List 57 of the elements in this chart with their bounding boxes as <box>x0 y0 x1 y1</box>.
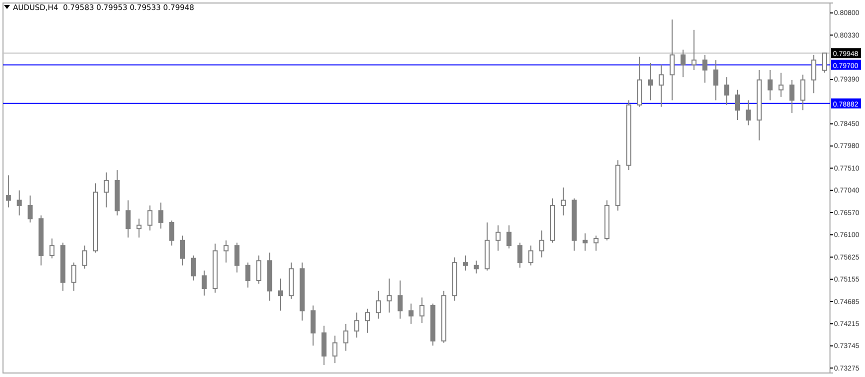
candlestick <box>202 270 207 296</box>
candlestick <box>724 76 730 106</box>
candlestick <box>126 200 131 238</box>
candlestick <box>822 52 828 74</box>
candlestick <box>811 54 816 94</box>
candlestick <box>158 202 164 230</box>
candlestick <box>386 278 392 314</box>
candlestick <box>582 232 588 252</box>
candlestick <box>365 308 370 334</box>
candlestick <box>528 245 534 266</box>
candlestick <box>256 254 262 284</box>
candlestick <box>234 242 240 273</box>
candlestick <box>322 325 327 366</box>
candlestick <box>398 280 403 320</box>
candlestick <box>6 174 11 208</box>
candlestick <box>278 278 283 312</box>
candlestick <box>648 62 653 101</box>
candlestick <box>28 195 33 223</box>
candlestick <box>16 190 22 216</box>
candlestick <box>506 224 512 249</box>
candlestick <box>104 172 109 208</box>
candlestick <box>735 89 740 121</box>
candlestick <box>376 290 381 320</box>
candlestick <box>539 230 544 258</box>
candlestick <box>245 262 250 288</box>
candlestick <box>496 224 501 252</box>
candlestick <box>691 29 696 71</box>
candlestick <box>713 60 718 101</box>
candlestick <box>768 70 773 101</box>
candlestick <box>136 218 142 238</box>
candlestick <box>332 335 338 364</box>
candlestick <box>71 262 76 292</box>
candlestick <box>354 312 360 338</box>
candlestick <box>517 242 522 268</box>
candlestick <box>169 220 174 246</box>
candlestick <box>408 303 414 324</box>
candlestick <box>702 54 708 84</box>
candlestick <box>474 260 479 274</box>
candlestick <box>180 235 186 266</box>
candlestick <box>462 254 468 272</box>
candlestick <box>789 79 794 114</box>
candlestick <box>778 72 784 98</box>
candlestick <box>800 74 806 111</box>
candlestick <box>670 19 675 101</box>
candlestick <box>658 64 664 108</box>
candlestick <box>746 100 751 126</box>
candlestick <box>147 204 152 231</box>
candlestick <box>343 323 348 352</box>
candlestick <box>680 49 686 78</box>
candlestick <box>82 245 88 270</box>
candlestick <box>190 254 196 281</box>
candlestick <box>560 187 566 216</box>
candlestick <box>310 305 316 346</box>
candlestick <box>224 240 229 264</box>
candlestick <box>419 296 424 324</box>
candlestick <box>49 238 54 259</box>
candlestick <box>594 235 599 252</box>
